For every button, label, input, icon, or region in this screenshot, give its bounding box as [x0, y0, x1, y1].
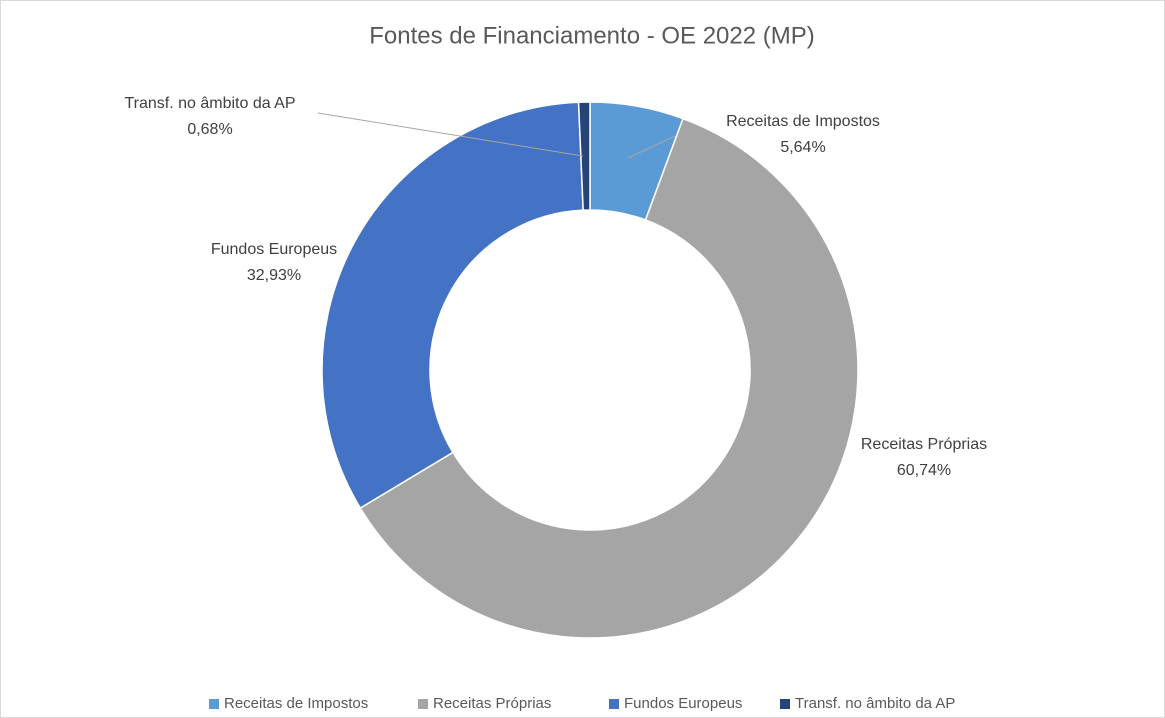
data-label-value: 0,68% [187, 121, 232, 138]
legend-swatch [780, 699, 790, 709]
legend-swatch [418, 699, 428, 709]
chart-title: Fontes de Financiamento - OE 2022 (MP) [369, 22, 815, 49]
legend-label: Fundos Europeus [624, 695, 742, 712]
data-label-name: Transf. no âmbito da AP [124, 95, 295, 112]
legend-label: Receitas de Impostos [224, 695, 368, 712]
data-label-name: Receitas de Impostos [726, 113, 880, 130]
legend-label: Transf. no âmbito da AP [795, 695, 955, 712]
donut-segment [321, 101, 584, 510]
donut-segment [577, 101, 591, 211]
leader-line [627, 135, 676, 159]
data-label-value: 60,74% [897, 462, 951, 479]
data-label-value: 32,93% [247, 267, 301, 284]
legend-swatch [209, 699, 219, 709]
leader-line [317, 112, 584, 157]
legend-swatch [609, 699, 619, 709]
legend-label: Receitas Próprias [433, 695, 551, 712]
data-label-value: 5,64% [780, 139, 825, 156]
donut-segment [359, 117, 859, 639]
data-label-name: Fundos Europeus [211, 241, 337, 258]
data-label-name: Receitas Próprias [861, 436, 987, 453]
